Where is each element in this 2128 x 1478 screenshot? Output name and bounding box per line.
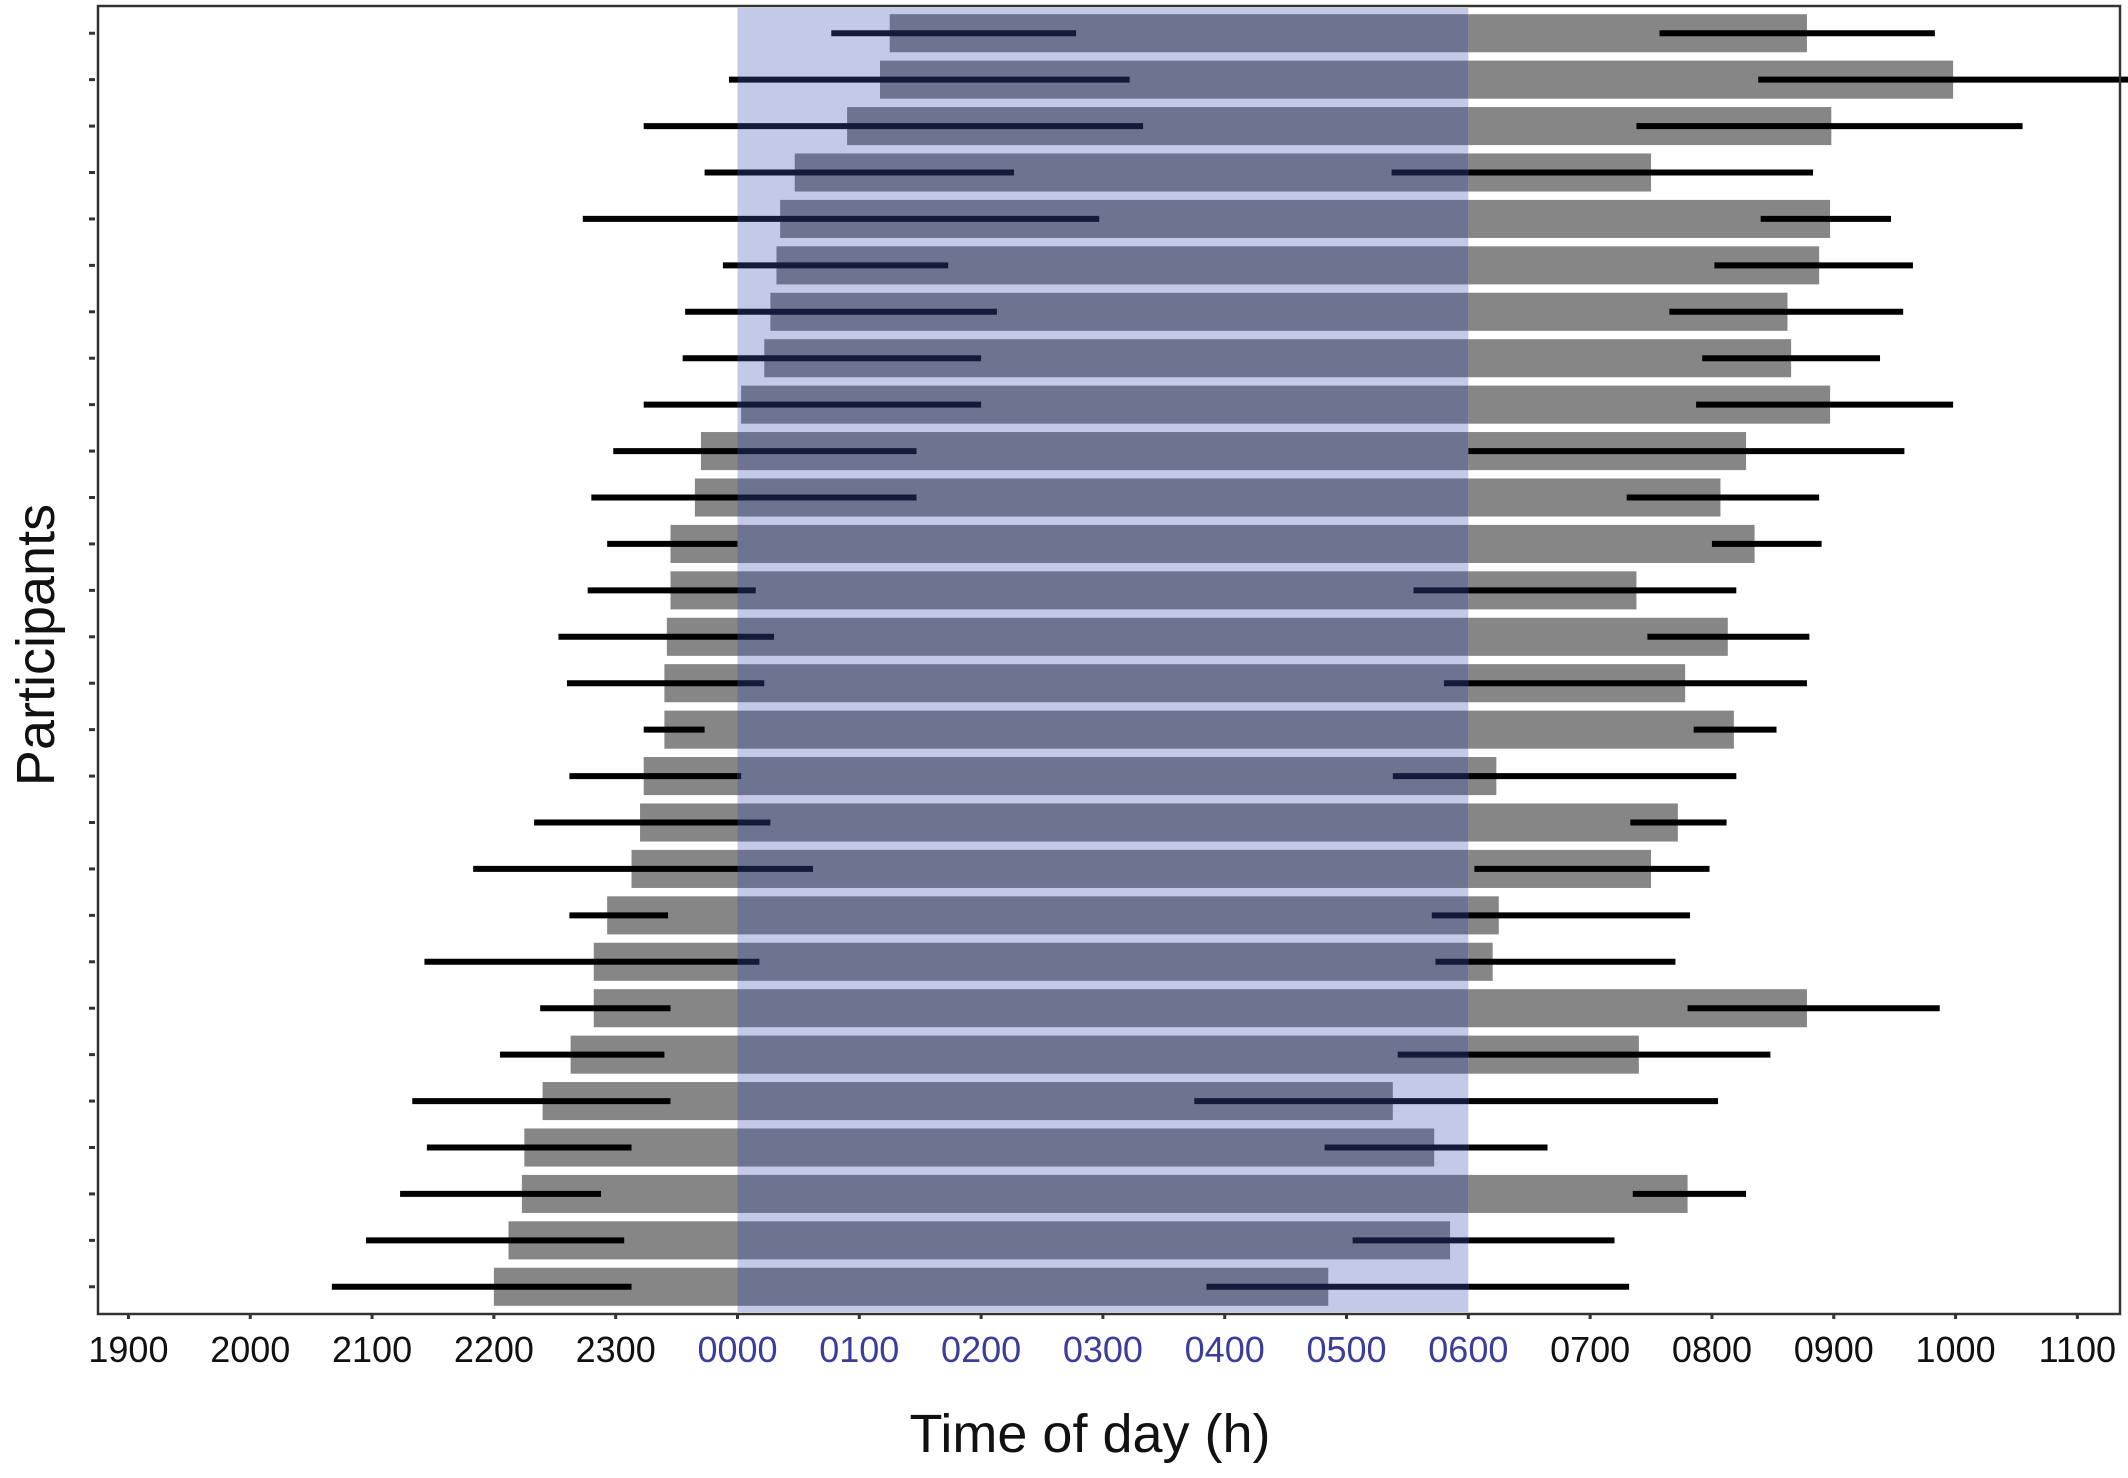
x-axis-title: Time of day (h) bbox=[909, 1404, 1270, 1464]
x-tick-label: 2100 bbox=[332, 1329, 412, 1370]
x-tick-label: 1100 bbox=[2039, 1329, 2116, 1370]
participant-bar bbox=[737, 1221, 1451, 1260]
plot-frame bbox=[96, 4, 2122, 1316]
participant-bar bbox=[737, 849, 1469, 888]
participant-bar bbox=[737, 757, 1469, 796]
participant-bar bbox=[1468, 524, 1755, 563]
participant-bar bbox=[737, 664, 1469, 703]
x-tick-label: 0400 bbox=[1185, 1329, 1265, 1370]
x-ticks: 1900 2000 2100 2200 2300 0000 0100 0200 0300 0400… bbox=[88, 1314, 2116, 1370]
x-tick-label: 0500 bbox=[1306, 1329, 1386, 1370]
x-tick-label: 0200 bbox=[941, 1329, 1021, 1370]
participant-bar bbox=[737, 896, 1469, 935]
x-tick-label: 2300 bbox=[576, 1329, 656, 1370]
x-tick-label: 0100 bbox=[819, 1329, 899, 1370]
bars-layer bbox=[331, 14, 2128, 1306]
y-ticks bbox=[89, 31, 95, 1289]
x-tick-label: 0600 bbox=[1428, 1329, 1508, 1370]
participant-bar bbox=[737, 710, 1469, 749]
x-tick-label: 1000 bbox=[1916, 1329, 1996, 1370]
participant-bar bbox=[737, 524, 1469, 563]
participant-bar bbox=[737, 617, 1469, 656]
participant-bar bbox=[737, 1035, 1469, 1074]
x-tick-label: 1900 bbox=[88, 1329, 168, 1370]
x-tick-label: 2200 bbox=[454, 1329, 534, 1370]
x-tick-label: 2000 bbox=[210, 1329, 290, 1370]
x-tick-label: 0300 bbox=[1063, 1329, 1143, 1370]
x-tick-label: 0900 bbox=[1794, 1329, 1874, 1370]
participant-bar bbox=[737, 803, 1469, 842]
x-tick-label: 0700 bbox=[1550, 1329, 1630, 1370]
x-tick-label: 0000 bbox=[697, 1329, 777, 1370]
participant-bar bbox=[737, 1128, 1435, 1167]
y-axis-title: Participants bbox=[6, 504, 66, 786]
participant-bar bbox=[737, 571, 1469, 610]
participant-bar bbox=[737, 989, 1469, 1028]
x-tick-label: 0800 bbox=[1672, 1329, 1752, 1370]
participant-bar bbox=[1468, 710, 1734, 749]
participant-bar bbox=[737, 1174, 1469, 1213]
participant-bar bbox=[737, 942, 1469, 981]
